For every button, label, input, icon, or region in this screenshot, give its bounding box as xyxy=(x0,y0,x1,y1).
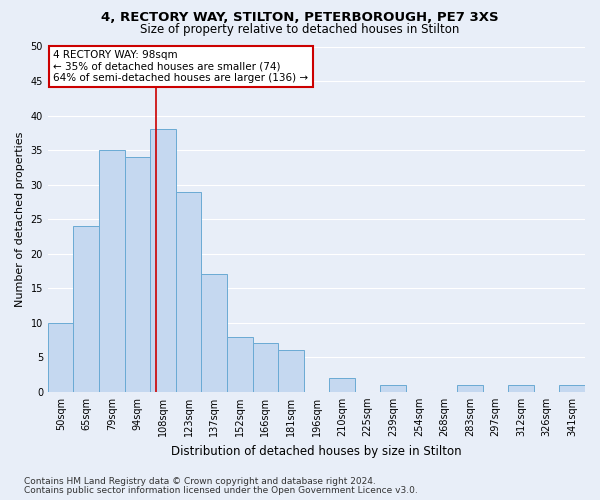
Bar xyxy=(125,157,150,392)
Bar xyxy=(559,385,585,392)
Text: Contains HM Land Registry data © Crown copyright and database right 2024.: Contains HM Land Registry data © Crown c… xyxy=(24,477,376,486)
Text: Size of property relative to detached houses in Stilton: Size of property relative to detached ho… xyxy=(140,22,460,36)
Bar xyxy=(202,274,227,392)
X-axis label: Distribution of detached houses by size in Stilton: Distribution of detached houses by size … xyxy=(171,444,462,458)
Bar xyxy=(508,385,534,392)
Bar xyxy=(227,336,253,392)
Bar xyxy=(150,130,176,392)
Bar xyxy=(73,226,99,392)
Text: 4 RECTORY WAY: 98sqm
← 35% of detached houses are smaller (74)
64% of semi-detac: 4 RECTORY WAY: 98sqm ← 35% of detached h… xyxy=(53,50,308,83)
Bar xyxy=(253,344,278,392)
Bar xyxy=(278,350,304,392)
Text: Contains public sector information licensed under the Open Government Licence v3: Contains public sector information licen… xyxy=(24,486,418,495)
Bar xyxy=(380,385,406,392)
Bar xyxy=(99,150,125,392)
Bar xyxy=(329,378,355,392)
Text: 4, RECTORY WAY, STILTON, PETERBOROUGH, PE7 3XS: 4, RECTORY WAY, STILTON, PETERBOROUGH, P… xyxy=(101,11,499,24)
Bar xyxy=(457,385,482,392)
Bar xyxy=(48,322,73,392)
Bar xyxy=(176,192,202,392)
Y-axis label: Number of detached properties: Number of detached properties xyxy=(15,132,25,307)
